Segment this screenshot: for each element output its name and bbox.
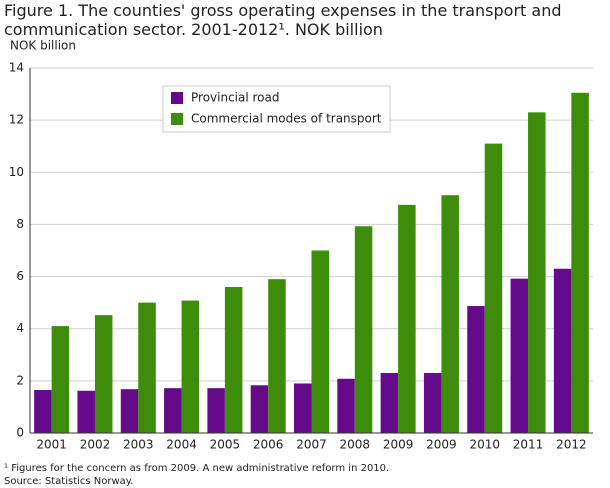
bar [94, 315, 113, 433]
bar [441, 195, 459, 433]
legend-swatch [171, 92, 183, 104]
x-tick-label: 2004 [166, 438, 197, 452]
legend-swatch [171, 113, 183, 125]
bar [294, 383, 312, 433]
bar [423, 373, 442, 433]
x-tick-label: 2009 [383, 438, 414, 452]
bar [207, 388, 225, 433]
x-tick-label: 2007 [296, 438, 327, 452]
bar [380, 373, 399, 433]
bar [311, 250, 329, 433]
y-tick-label: 6 [16, 269, 24, 283]
y-tick-label: 0 [16, 426, 24, 440]
bar [553, 268, 572, 433]
bar [51, 326, 70, 433]
footnote: Source: Statistics Norway. [4, 476, 133, 487]
legend-label: Commercial modes of transport [191, 112, 382, 126]
y-tick-label: 14 [9, 61, 24, 75]
y-tick-label: 4 [16, 321, 24, 335]
y-axis-label: NOK billion [10, 39, 76, 53]
bar [224, 287, 243, 433]
x-tick-label: 2010 [469, 438, 500, 452]
y-tick-label: 2 [16, 373, 24, 387]
bar [34, 389, 52, 433]
legend-label: Provincial road [191, 91, 280, 105]
x-tick-label: 2009 [426, 438, 457, 452]
bar [164, 388, 182, 433]
bar [181, 300, 200, 433]
bar [138, 302, 156, 433]
y-tick-label: 10 [9, 165, 24, 179]
bar [398, 204, 416, 433]
legend-box [162, 85, 391, 133]
x-tick-label: 2008 [340, 438, 371, 452]
x-tick-label: 2002 [80, 438, 111, 452]
y-tick-label: 8 [16, 217, 24, 231]
bar [120, 389, 139, 433]
x-tick-label: 2011 [513, 438, 544, 452]
bar [268, 279, 286, 433]
bar [571, 92, 589, 434]
bar [467, 306, 485, 433]
x-tick-label: 2012 [556, 438, 587, 452]
x-tick-label: 2003 [123, 438, 154, 452]
bar [510, 278, 529, 433]
chart-title: Figure 1. The counties' gross operating … [4, 1, 562, 39]
bar [77, 390, 95, 433]
x-tick-label: 2006 [253, 438, 284, 452]
y-tick-label: 12 [9, 113, 24, 127]
bar [250, 385, 269, 433]
x-tick-label: 2005 [210, 438, 241, 452]
footnote: ¹ Figures for the concern as from 2009. … [4, 463, 389, 474]
bar [354, 226, 373, 433]
x-tick-label: 2001 [36, 438, 67, 452]
bar [484, 143, 503, 433]
bar [337, 378, 355, 433]
bar [528, 112, 546, 434]
